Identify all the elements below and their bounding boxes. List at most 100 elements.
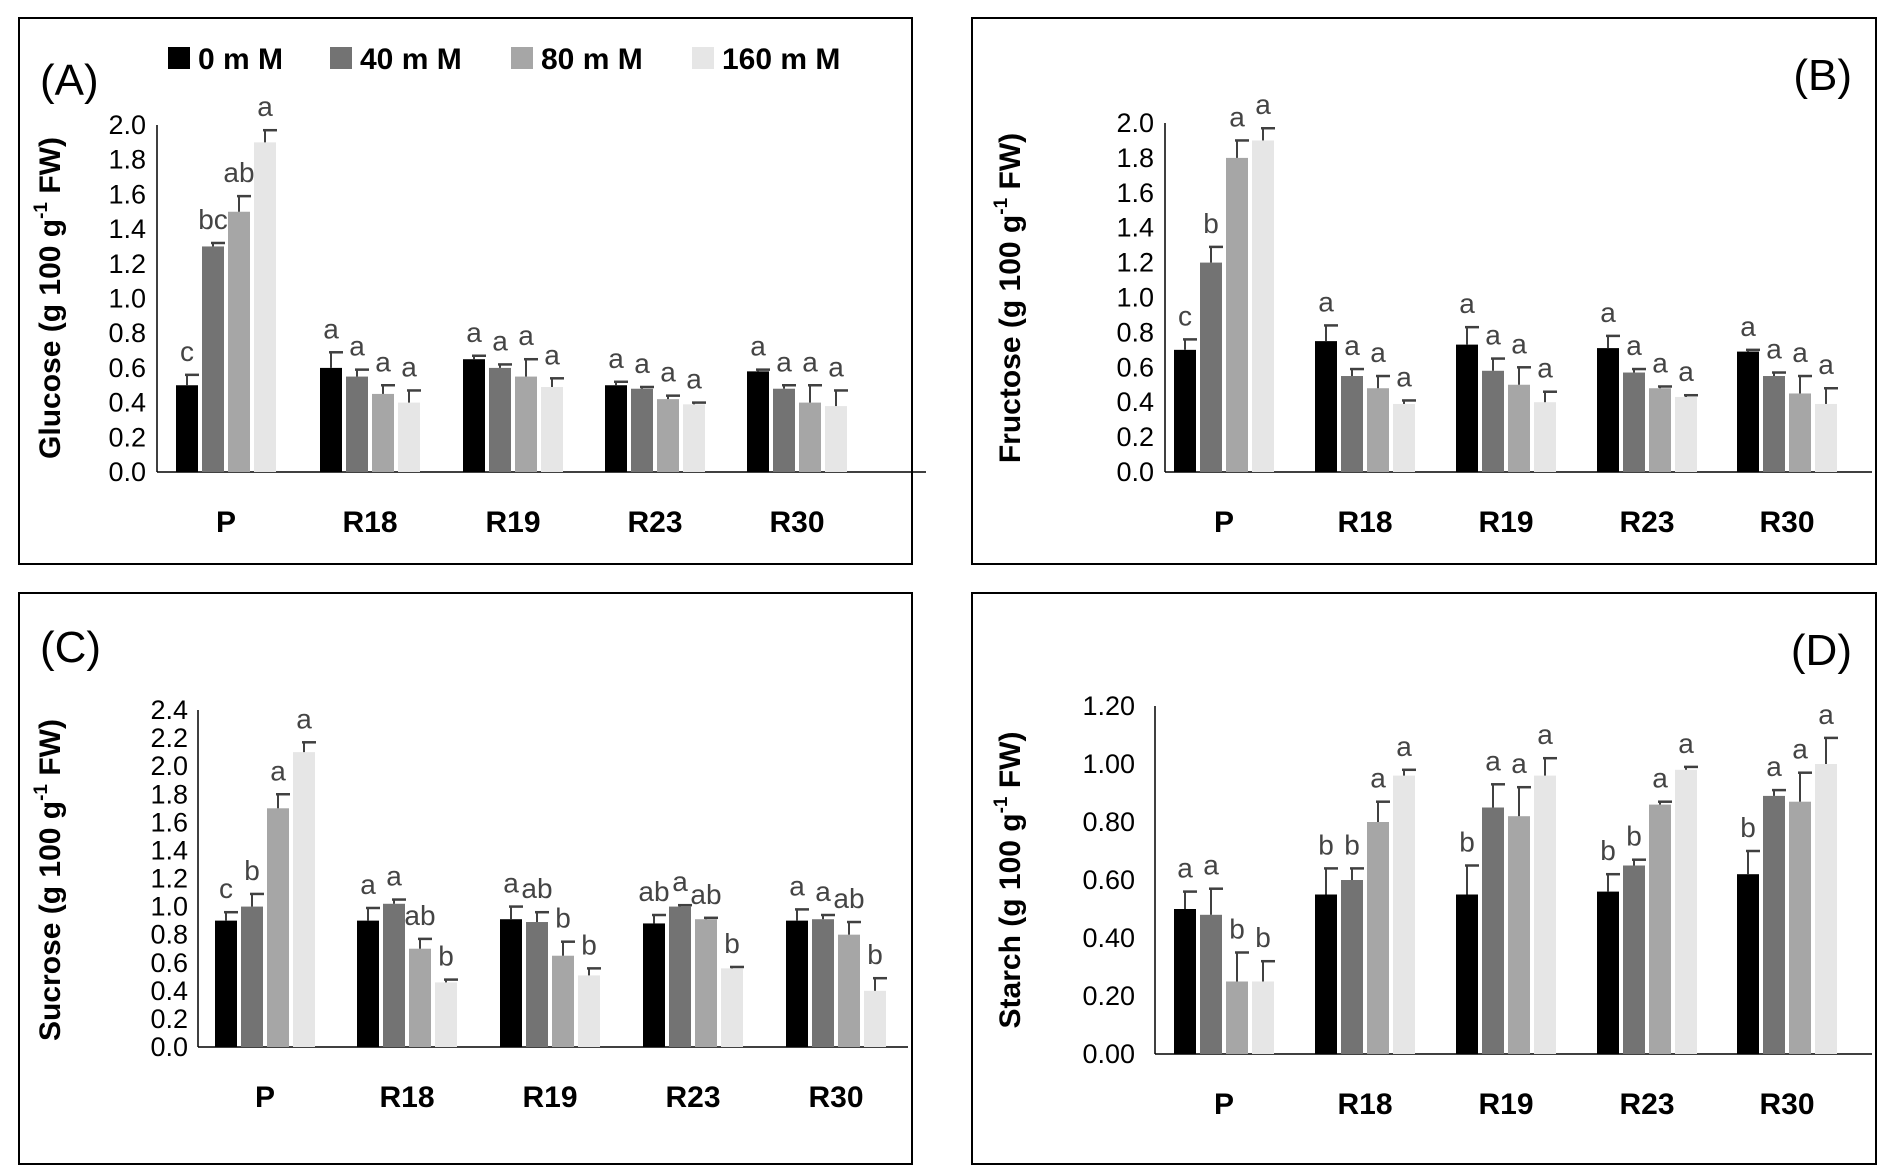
bar [202, 246, 224, 472]
y-tick-label: 0.00 [1082, 1039, 1135, 1069]
significance-letter: b [438, 941, 454, 972]
bar [1737, 351, 1759, 472]
significance-letter: a [634, 348, 650, 379]
significance-letter: b [244, 855, 260, 886]
bar [526, 922, 548, 1047]
bar [1174, 349, 1196, 472]
bar [1341, 880, 1363, 1054]
legend-label: 80 m M [541, 43, 643, 76]
bar [1341, 376, 1363, 472]
significance-letter: a [1511, 748, 1527, 779]
legend-label: 40 m M [360, 43, 462, 76]
y-tick-label: 0.6 [150, 948, 188, 978]
bar [1456, 894, 1478, 1054]
bar [643, 923, 665, 1047]
significance-letter: a [1740, 311, 1756, 342]
significance-letter: a [1766, 751, 1782, 782]
significance-letter: b [1255, 922, 1271, 953]
bar [838, 934, 860, 1047]
y-axis-title-tail: FW) [34, 137, 67, 202]
significance-letter: ab [833, 883, 864, 914]
significance-letter: a [1652, 347, 1668, 378]
significance-letter: b [1459, 827, 1475, 858]
bar [786, 920, 808, 1047]
significance-letter: b [555, 903, 571, 934]
significance-letter: a [518, 320, 534, 351]
significance-letter: a [1600, 297, 1616, 328]
significance-letter: ab [404, 900, 435, 931]
bar [799, 402, 821, 472]
y-tick-label: 0.0 [150, 1032, 188, 1062]
significance-letter: a [1370, 763, 1386, 794]
significance-letter: a [544, 339, 560, 370]
bar [1763, 795, 1785, 1054]
y-tick-label: 2.0 [150, 751, 188, 781]
significance-letter: a [1255, 89, 1271, 120]
y-axis-title-tail: FW) [34, 719, 67, 784]
y-tick-label: 2.4 [150, 695, 188, 725]
bar [1367, 822, 1389, 1054]
y-tick-label: 2.0 [108, 110, 146, 140]
panel-frame [18, 17, 913, 565]
significance-letter: a [360, 869, 376, 900]
bar [1789, 801, 1811, 1054]
bar [1623, 372, 1645, 472]
bar [1534, 775, 1556, 1054]
y-tick-label: 1.6 [1116, 178, 1154, 208]
panel-frame [18, 592, 913, 1165]
bar [1763, 376, 1785, 472]
y-axis-title-main: Starch (g 100 g [994, 813, 1027, 1028]
y-tick-label: 0.0 [108, 457, 146, 487]
y-tick-label: 1.00 [1082, 749, 1135, 779]
significance-letter: a [323, 313, 339, 344]
significance-letter: a [1396, 361, 1412, 392]
significance-letter: a [1344, 330, 1360, 361]
significance-letter: b [1229, 914, 1245, 945]
significance-letter: b [1203, 208, 1219, 239]
legend-label: 0 m M [198, 43, 283, 76]
significance-letter: ab [638, 876, 669, 907]
x-tick-label: R30 [1759, 1088, 1814, 1121]
bar [1315, 341, 1337, 472]
y-tick-label: 0.20 [1082, 981, 1135, 1011]
y-tick-label: 0.8 [108, 318, 146, 348]
bar [1456, 344, 1478, 472]
y-tick-label: 1.0 [150, 892, 188, 922]
y-axis-title: Fructose (g 100 g-1 FW) [991, 133, 1027, 463]
significance-letter: c [219, 873, 233, 904]
y-tick-label: 0.2 [150, 1004, 188, 1034]
y-axis-title: Starch (g 100 g-1 FW) [991, 732, 1027, 1029]
bar [1597, 348, 1619, 472]
bar [1534, 402, 1556, 472]
bar [435, 982, 457, 1047]
significance-letter: a [1485, 320, 1501, 351]
bar [1675, 396, 1697, 472]
bar [812, 919, 834, 1047]
panel-label: (D) [1791, 626, 1852, 675]
significance-letter: a [1537, 719, 1553, 750]
significance-letter: a [386, 861, 402, 892]
bar [1649, 388, 1671, 472]
bar [1252, 140, 1274, 472]
significance-letter: a [1678, 356, 1694, 387]
bar [552, 955, 574, 1047]
x-tick-label: R19 [1478, 506, 1533, 539]
significance-letter: b [1740, 812, 1756, 843]
bar [605, 385, 627, 472]
x-tick-label: R18 [1337, 1088, 1392, 1121]
significance-letter: a [1766, 334, 1782, 365]
y-tick-label: 0.4 [1116, 387, 1154, 417]
y-tick-label: 1.2 [1116, 248, 1154, 278]
panel-a: (A) 0.0 0.2 0.4 0.6 0.8 1.0 1.2 1.4 1.6 1.8 2.0 Gluc… [18, 17, 926, 565]
x-tick-label: P [255, 1081, 275, 1114]
y-tick-label: 2.0 [1116, 108, 1154, 138]
significance-letter: a [750, 331, 766, 362]
x-tick-label: R19 [485, 506, 540, 539]
x-tick-label: P [1214, 506, 1234, 539]
bar [254, 142, 276, 472]
significance-letter: a [503, 868, 519, 899]
x-tick-label: R19 [1478, 1088, 1533, 1121]
bar [1597, 891, 1619, 1054]
y-tick-label: 1.20 [1082, 691, 1135, 721]
